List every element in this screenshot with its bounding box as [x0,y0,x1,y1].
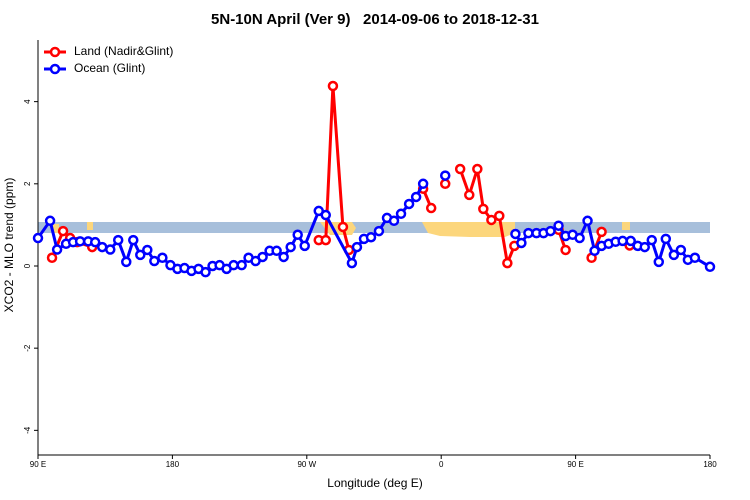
point [257,251,268,263]
point [44,215,56,227]
point [523,227,534,239]
point [395,208,407,220]
point [625,235,636,247]
point [425,202,437,214]
point [553,220,564,231]
y-tick-label: 0 [23,263,32,268]
y-axis-label: XCO2 - MLO trend (ppm) [2,178,16,313]
legend-label: Ocean (Glint) [74,61,145,75]
point [660,233,672,245]
point [373,225,385,237]
point [689,252,701,264]
point [675,244,687,256]
point [337,221,349,233]
x-axis-label: Longitude (deg E) [327,476,422,490]
x-tick-label: 0 [439,460,444,469]
point [292,229,303,241]
point [596,226,607,238]
point [653,256,665,268]
point [472,163,483,175]
point [271,245,282,257]
point [510,228,521,240]
point [545,225,556,237]
legend-marker [49,46,61,58]
point [51,244,63,255]
point [157,252,168,264]
land-patch [87,222,93,230]
point [74,236,86,247]
point [320,234,332,246]
point [365,231,377,243]
y-tick-label: 2 [23,181,32,186]
point [410,191,422,203]
point [285,241,296,253]
point [57,225,69,237]
ocean-band [38,222,710,233]
point [299,240,310,252]
point [351,241,363,253]
point [128,234,139,246]
y-tick-label: -2 [23,344,32,352]
point [439,178,451,190]
point [454,163,466,175]
point [639,241,650,253]
x-tick-label: 90 W [297,460,316,469]
point [228,259,239,271]
point [105,244,116,255]
point [89,236,101,248]
point [646,234,658,246]
point [388,215,400,227]
point [668,249,680,261]
point [112,234,124,246]
point [502,257,513,269]
x-tick-label: 90 E [30,460,46,469]
x-tick-label: 180 [166,460,180,469]
point [236,259,247,271]
point [135,249,146,261]
chart-title: 5N-10N April (Ver 9) 2014-09-06 to 2018-… [211,11,539,28]
point [149,255,160,267]
legend-marker [49,63,61,75]
y-tick-label: -4 [23,426,32,434]
point [96,241,108,253]
y-tick-label: 4 [23,99,32,104]
point [278,251,289,263]
point [464,189,475,201]
point [560,244,571,256]
point [617,235,628,247]
point [704,261,716,273]
point [589,245,600,257]
point [478,203,489,215]
point [516,237,527,249]
point [486,214,497,226]
point [320,209,332,221]
point [439,170,451,181]
point [200,266,211,278]
land-patch [53,224,59,233]
x-tick-label: 180 [703,460,717,469]
point [327,80,339,92]
point [417,178,429,190]
point [142,244,153,256]
point [32,232,44,244]
land-patch [422,222,515,237]
x-tick-label: 90 E [567,460,583,469]
point [121,256,132,268]
point [46,252,58,264]
point [582,215,593,227]
point [346,257,358,269]
point [574,232,585,244]
point [494,210,505,222]
point [403,198,415,210]
legend-label: Land (Nadir&Glint) [74,44,173,58]
land-patch [622,222,630,230]
